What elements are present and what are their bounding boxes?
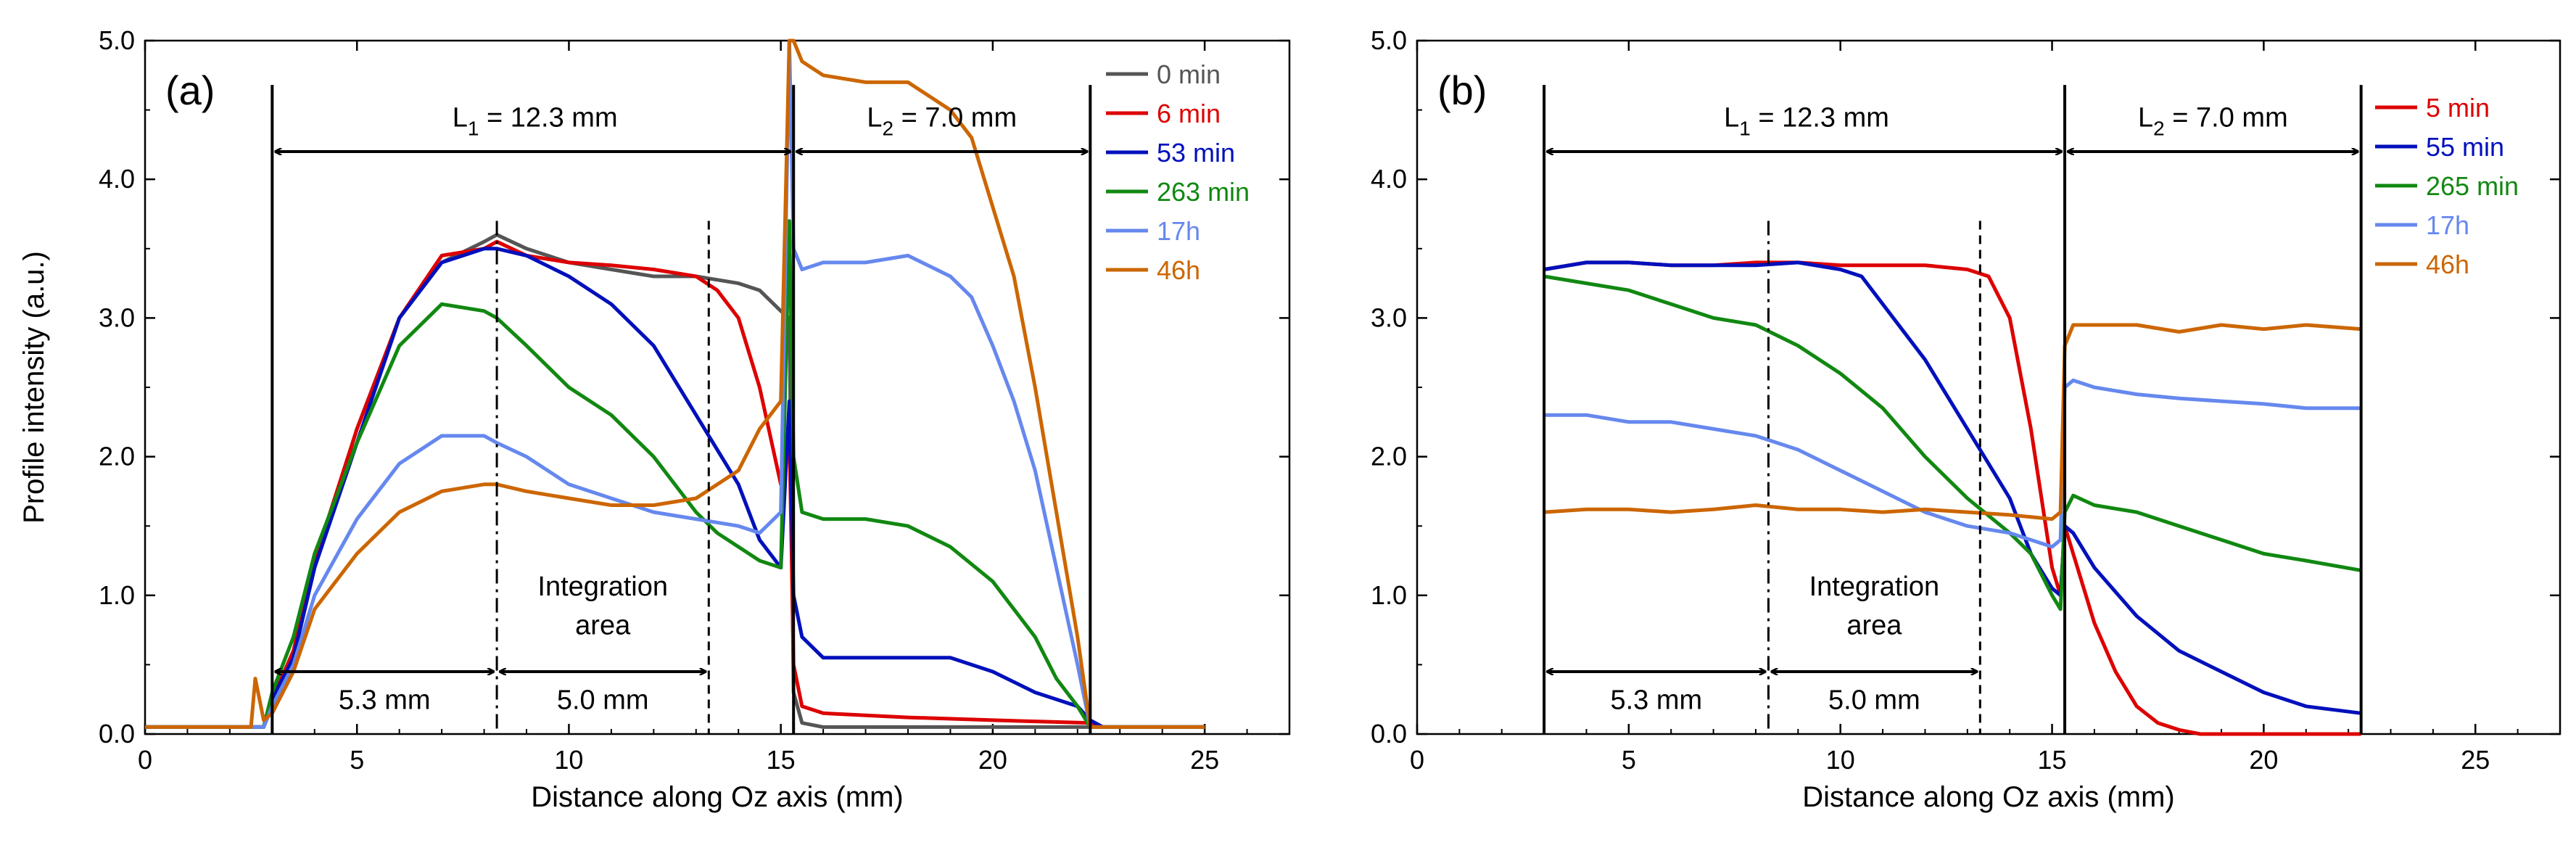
y-axis-label: Profile intensity (a.u.) (18, 251, 50, 524)
legend-label: 46h (1157, 255, 1200, 285)
l1-label: L1 = 12.3 mm (453, 103, 618, 140)
legend-label: 46h (2426, 250, 2469, 279)
series-line-46h (1543, 323, 2361, 522)
l2-sub: 2 (2153, 118, 2165, 140)
x-tick-label: 10 (554, 745, 583, 775)
legend-label: 17h (2426, 210, 2469, 240)
width-label-5-0: 5.0 mm (557, 685, 649, 716)
series-line-17h (145, 38, 1205, 729)
x-tick-label: 20 (2249, 745, 2278, 775)
l1-sub: 1 (468, 118, 479, 140)
x-tick-label: 20 (978, 745, 1007, 775)
y-tick-label: 2.0 (99, 442, 135, 471)
x-axis-label: Distance along Oz axis (mm) (531, 781, 903, 813)
panel-label: (a) (165, 67, 215, 113)
y-tick-label: 1.0 (99, 580, 135, 610)
series-line-263-min (145, 219, 1205, 729)
x-tick-label: 10 (1826, 745, 1855, 775)
l1-sub: 1 (1739, 118, 1751, 140)
y-tick-label: 4.0 (99, 164, 135, 194)
series-line-55-min (1543, 260, 2362, 715)
integration-area-line1: Integration (537, 572, 668, 602)
legend-label: 5 min (2426, 93, 2490, 123)
panel-b-chart: 0 5 10 15 20 25 0.0 1.0 2.0 3.0 4.0 5.0 Distance alo… (1371, 25, 2561, 813)
x-tick-label: 0 (1410, 745, 1424, 775)
legend-label: 17h (1157, 216, 1200, 246)
x-tick-label: 5 (1622, 745, 1636, 775)
x-axis-label: Distance along Oz axis (mm) (1802, 781, 2174, 813)
legend-label: 53 min (1157, 138, 1235, 168)
plot-frame (144, 39, 1291, 735)
legend-label: 55 min (2426, 132, 2504, 162)
legend-label: 6 min (1157, 99, 1221, 128)
l2-sub: 2 (883, 118, 894, 140)
series-line-17h (1544, 378, 2361, 549)
series-line-46h (145, 38, 1205, 729)
l2-rest: = 7.0 mm (2165, 103, 2288, 133)
l2-label: L2 = 7.0 mm (2138, 103, 2288, 140)
width-label-5-0: 5.0 mm (1828, 685, 1920, 716)
l2-rest: = 7.0 mm (893, 103, 1017, 133)
l2-label: L2 = 7.0 mm (867, 103, 1017, 140)
series-line-0-min (145, 233, 1205, 729)
y-tick-label: 3.0 (1371, 302, 1407, 332)
l1-rest: = 12.3 mm (479, 103, 617, 133)
l1-label: L1 = 12.3 mm (1724, 103, 1889, 140)
x-tick-label: 15 (2038, 745, 2067, 775)
l1-rest: = 12.3 mm (1751, 103, 1889, 133)
l1-main: L (1724, 103, 1739, 133)
x-tick-label: 25 (1190, 745, 1219, 775)
panel-label: (b) (1437, 67, 1487, 113)
width-label-5-3: 5.3 mm (339, 685, 431, 716)
legend-label: 0 min (1157, 59, 1221, 89)
series-line-5-min (1543, 260, 2361, 736)
x-tick-label: 0 (138, 745, 152, 775)
y-tick-label: 2.0 (1371, 442, 1407, 471)
y-tick-label: 3.0 (99, 302, 135, 332)
l2-main: L (2138, 103, 2153, 133)
y-tick-label: 0.0 (99, 719, 135, 749)
x-tick-label: 5 (350, 745, 364, 775)
integration-area-line2: area (1846, 610, 1902, 640)
width-label-5-3: 5.3 mm (1610, 685, 1702, 716)
l2-main: L (867, 103, 882, 133)
y-tick-label: 0.0 (1371, 719, 1407, 749)
x-tick-label: 15 (767, 745, 796, 775)
plot-frame (1416, 39, 2561, 735)
integration-area-line2: area (575, 610, 631, 640)
legend-label: 265 min (2426, 171, 2519, 201)
panel-a-chart: 0 5 10 15 20 25 0.0 1.0 2.0 3.0 4.0 5.0 Distance alo… (18, 25, 1291, 813)
legend-label: 263 min (1157, 177, 1250, 207)
series-line-265-min (1543, 274, 2362, 611)
y-tick-label: 5.0 (99, 25, 135, 55)
y-tick-label: 4.0 (1371, 164, 1407, 194)
integration-area-line1: Integration (1809, 572, 1940, 602)
l1-main: L (453, 103, 468, 133)
y-tick-label: 5.0 (1371, 25, 1407, 55)
y-tick-label: 1.0 (1371, 580, 1407, 610)
x-tick-label: 25 (2461, 745, 2490, 775)
